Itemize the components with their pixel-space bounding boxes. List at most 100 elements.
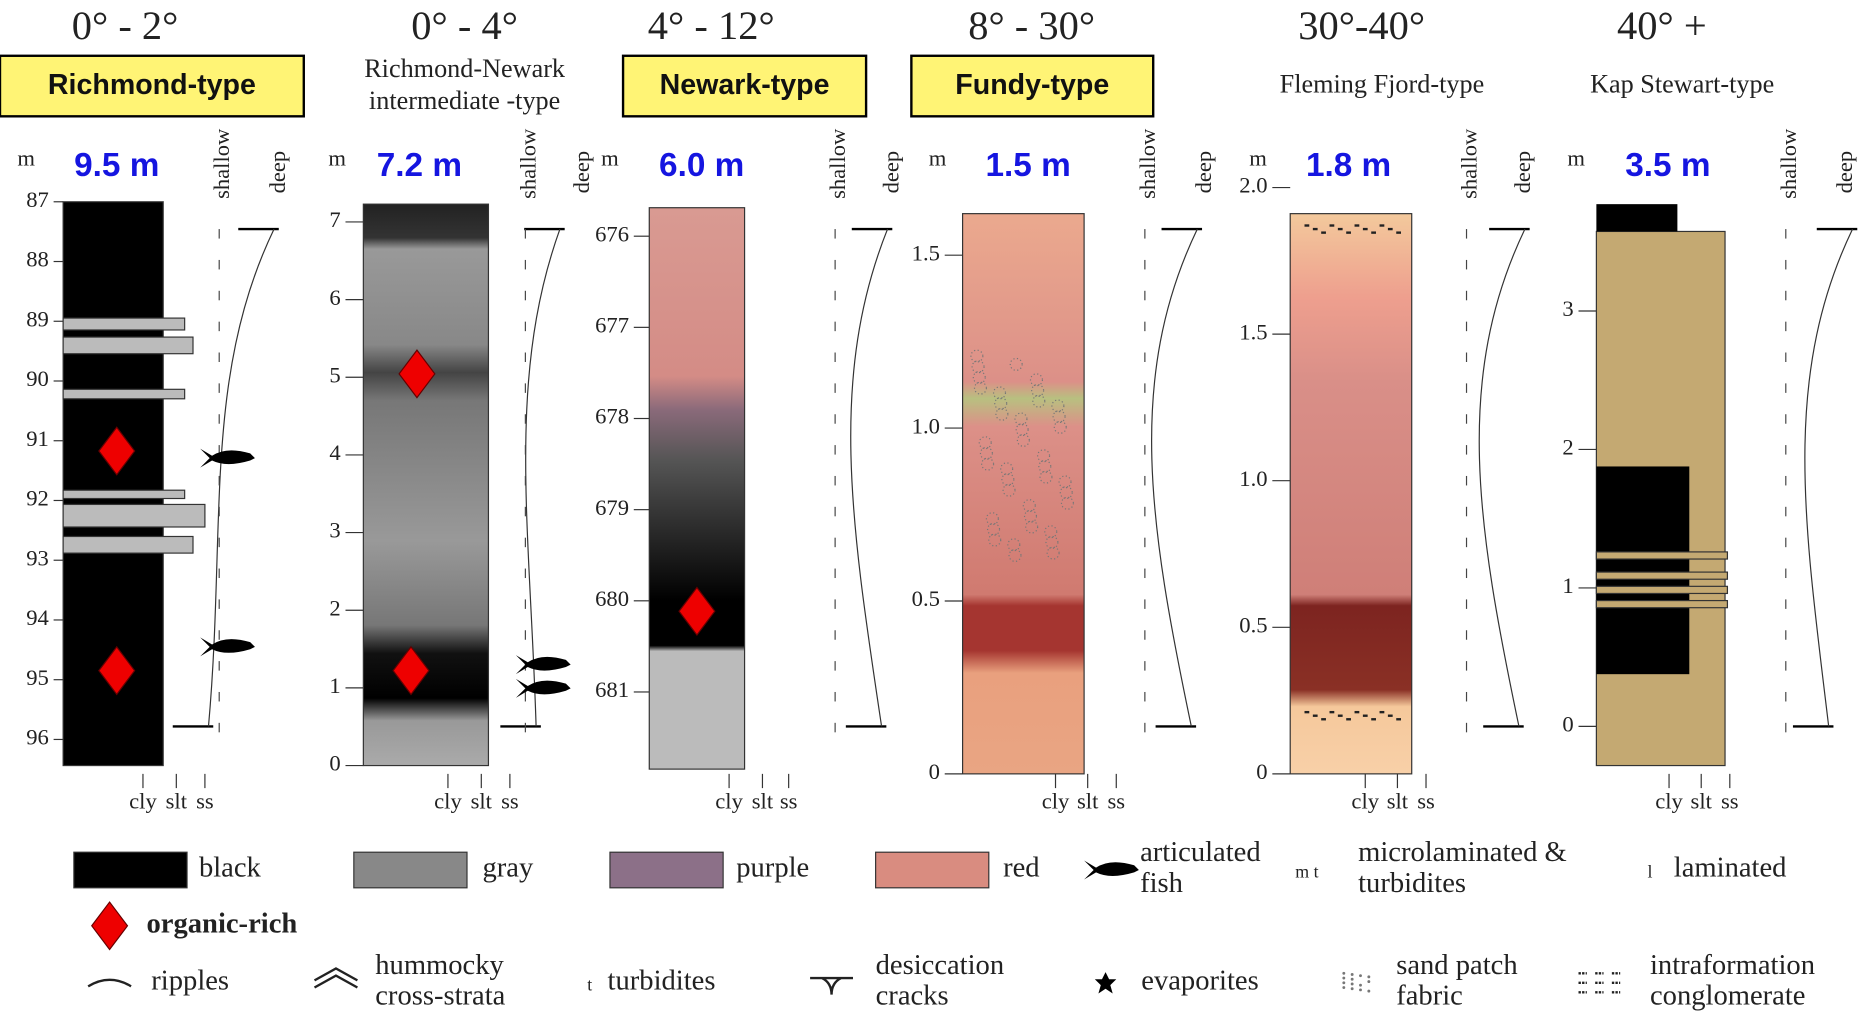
gray-bed [62, 336, 194, 355]
shallow-label: shallow [825, 128, 850, 199]
depth-curve [1151, 228, 1198, 727]
sand-patch [1001, 472, 1015, 487]
sand-patch [1022, 499, 1036, 513]
legend-label: ripples [151, 965, 229, 996]
unit-label: m [1249, 145, 1267, 170]
basin-type: Richmond-Newark [364, 54, 566, 83]
organic-rich-marker [98, 645, 136, 696]
legend-icon [1094, 972, 1117, 994]
sand-patch [985, 512, 999, 526]
deep-label: deep [1832, 151, 1857, 194]
depth-curve [850, 228, 889, 727]
sand-patch [995, 407, 1009, 421]
sand-patch [1045, 535, 1059, 549]
depth-tick-label: 0 [929, 759, 940, 784]
grain-size-label: ss [1107, 789, 1125, 814]
depth-tick-label: 6 [329, 285, 340, 310]
sand-patch [1008, 548, 1022, 563]
sand-patch [1031, 383, 1045, 398]
sand-patch [1046, 546, 1060, 560]
grain-size-label: slt [1387, 789, 1409, 814]
thickness: 6.0 m [659, 147, 744, 184]
fish-icon [515, 678, 571, 698]
tectonic-angle: 30°-40° [1298, 3, 1425, 48]
legend-icon [1359, 988, 1362, 992]
sand-patch [1014, 412, 1028, 426]
sand-bed [1595, 551, 1729, 560]
sand-patch [1002, 483, 1016, 497]
gray-bed [62, 489, 186, 500]
sand-patch [1060, 496, 1074, 510]
legend-swatch [73, 851, 188, 889]
unit-label: m [1567, 145, 1585, 170]
grain-size-label: slt [471, 789, 493, 814]
sand-patch [979, 446, 993, 460]
fish-icon [515, 655, 571, 675]
sand-patch [971, 360, 985, 374]
legend-icon [1342, 986, 1346, 989]
sand-patch [1051, 399, 1065, 413]
legend-icon [87, 978, 132, 988]
depth-curve [1804, 228, 1854, 727]
legend-icon [1350, 987, 1354, 991]
legend-label: turbidites [608, 965, 716, 996]
gray-bed [62, 317, 186, 331]
shallow-label: shallow [209, 128, 234, 199]
sand-patch [1038, 459, 1052, 473]
lithology-column [362, 203, 490, 767]
basin-type: intermediate -type [369, 86, 560, 115]
legend-icon [1359, 983, 1362, 987]
organic-rich-marker [90, 901, 129, 951]
legend-label: laminated [1674, 853, 1787, 884]
basin-type: Fundy-type [955, 69, 1109, 101]
grain-size-label: ss [501, 789, 519, 814]
sand-patch [1037, 449, 1051, 463]
grain-size-label: cly [434, 789, 462, 814]
depth-tick-label: 91 [26, 426, 49, 451]
legend-icon [1342, 971, 1346, 975]
depth-tick-label: 3 [329, 518, 340, 543]
grain-size-label: cly [1042, 789, 1070, 814]
grain-size-label: ss [780, 789, 798, 814]
tectonic-angle: 40° + [1617, 3, 1707, 48]
legend-label: cracks [876, 981, 949, 1012]
sand-patch [1044, 525, 1058, 539]
depth-tick-label: 2 [1562, 435, 1573, 460]
lithology-column [961, 213, 1085, 775]
depth-tick-label: 0 [1256, 759, 1267, 784]
sand-patch [1052, 410, 1066, 424]
depth-tick-label: 3 [1562, 296, 1573, 321]
sand-patch [1009, 357, 1023, 371]
depth-tick-label: 1 [1562, 573, 1573, 598]
depth-tick-label: 0 [329, 751, 340, 776]
depth-tick-label: 87 [26, 187, 49, 212]
sand-patch [981, 457, 995, 471]
lithology-column [1289, 213, 1413, 775]
gray-bed [62, 503, 206, 528]
depth-tick-label: 1 [329, 673, 340, 698]
basin-type: Newark-type [660, 69, 830, 101]
depth-tick-label: 0 [1562, 712, 1573, 737]
depth-tick-label: 2.0 [1239, 173, 1267, 198]
sand-patch [978, 436, 992, 450]
grain-size-label: slt [1691, 789, 1713, 814]
legend-symbol: t [587, 974, 592, 994]
deep-label: deep [1191, 151, 1216, 194]
legend-icon [1359, 974, 1362, 978]
gray-bed [62, 388, 186, 400]
depth-tick-label: 681 [595, 677, 629, 702]
depth-tick-label: 95 [26, 665, 49, 690]
sand-bed [1595, 599, 1729, 609]
tectonic-angle: 8° - 30° [968, 3, 1095, 48]
depth-tick-label: 679 [595, 495, 629, 520]
depth-tick-label: 1.5 [1239, 319, 1267, 344]
basin-type: Richmond-type [48, 69, 256, 101]
organic-rich-marker [398, 349, 436, 399]
sand-patch [1059, 486, 1073, 500]
thickness: 1.5 m [985, 147, 1070, 184]
sand-bed [1595, 571, 1729, 580]
black-unit [1596, 204, 1678, 232]
depth-tick-label: 92 [26, 486, 49, 511]
legend-symbol: l [1647, 862, 1652, 882]
